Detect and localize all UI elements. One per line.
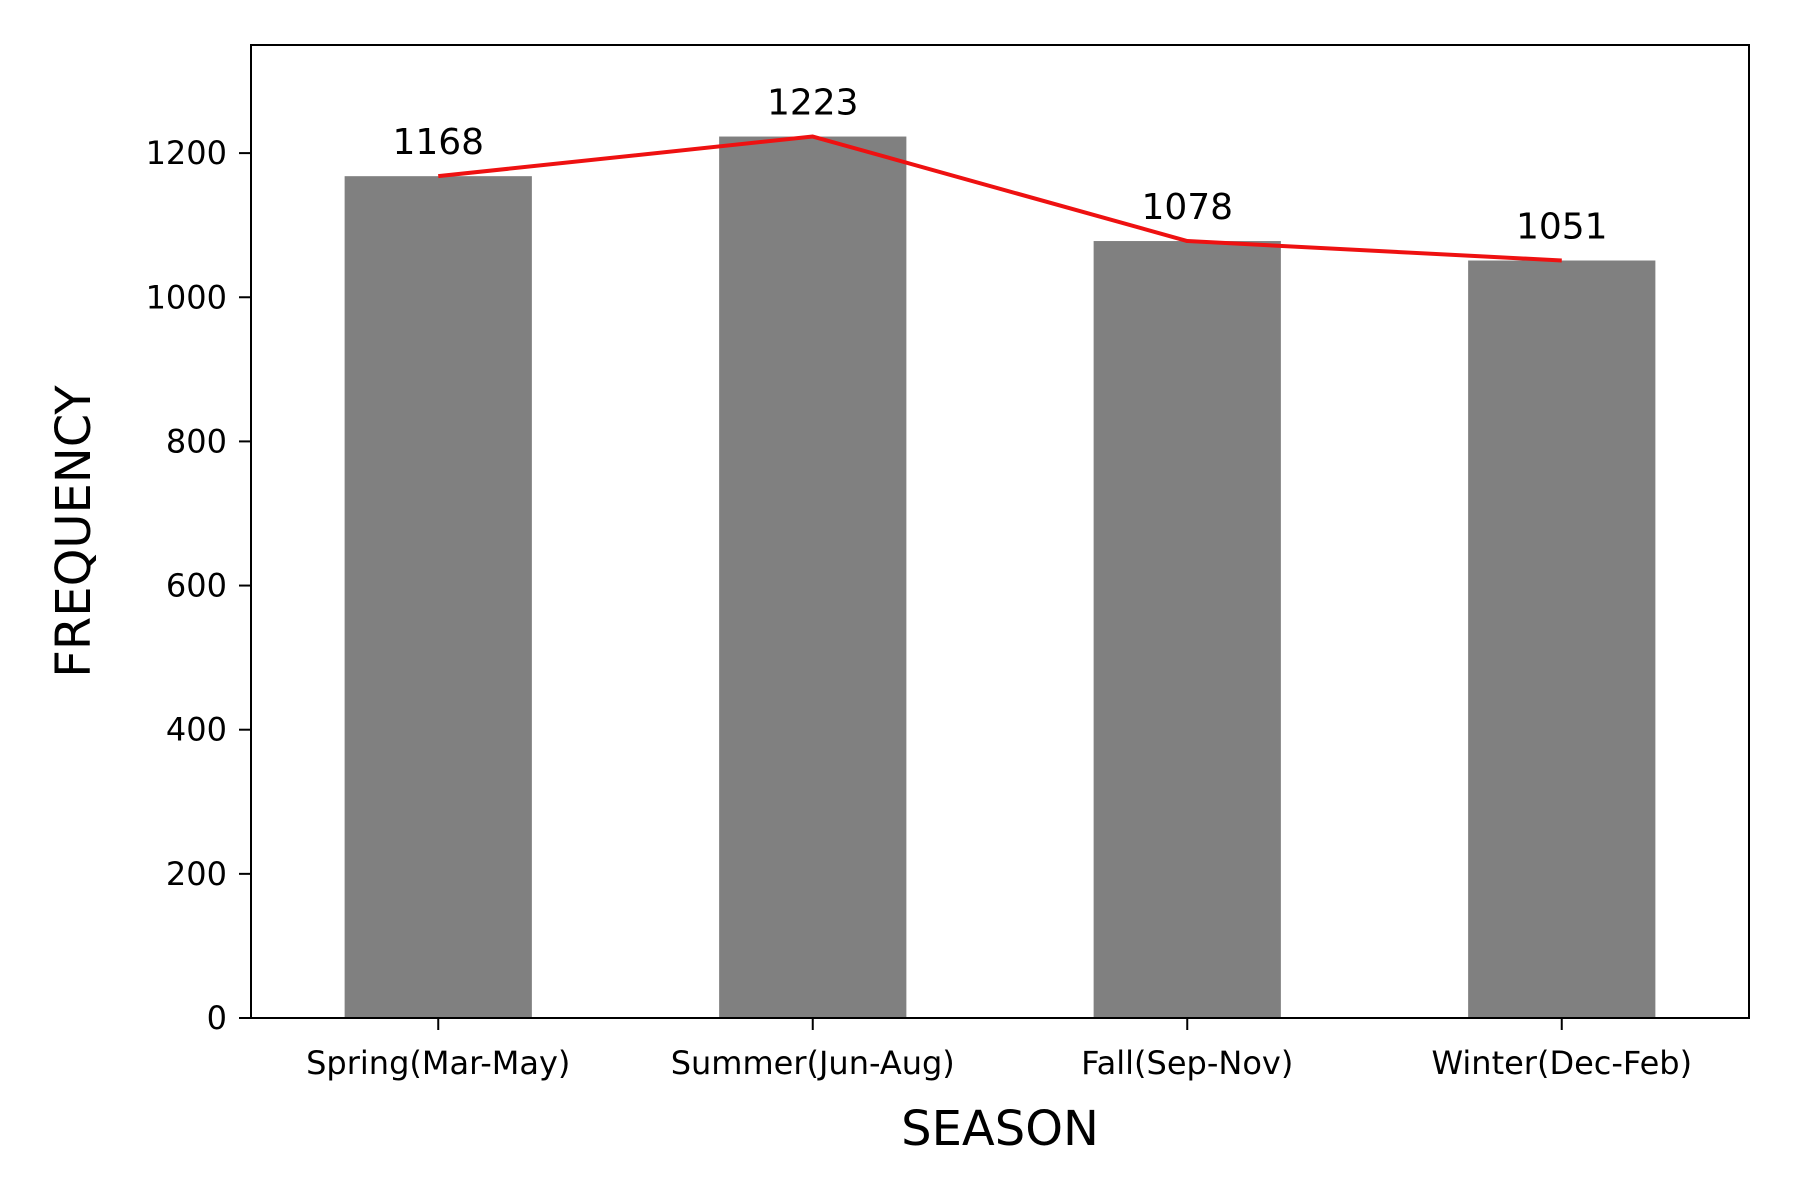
y-tick-label: 1200 <box>146 134 227 172</box>
y-axis-title: FREQUENCY <box>46 385 102 678</box>
plot-frame <box>250 44 1750 1019</box>
data-label-4: 1051 <box>1516 207 1608 248</box>
y-tick-label: 200 <box>166 855 227 893</box>
data-label-2: 1223 <box>767 83 859 124</box>
x-tick-label: Winter(Dec-Feb) <box>1431 1044 1692 1082</box>
x-axis-title: SEASON <box>901 1101 1099 1157</box>
data-label-3: 1078 <box>1141 187 1233 228</box>
y-tick-label: 1000 <box>146 278 227 316</box>
bars-layer <box>344 136 1656 1019</box>
bar-1 <box>344 176 532 1019</box>
y-tick-label: 800 <box>166 422 227 460</box>
y-tick-label: 0 <box>207 999 227 1037</box>
trend-line <box>438 134 1562 263</box>
bar-3 <box>1093 241 1281 1018</box>
bar-4 <box>1468 260 1656 1019</box>
bar-2 <box>719 136 907 1019</box>
y-tick-label: 400 <box>166 711 227 749</box>
y-tick-label: 600 <box>166 567 227 605</box>
x-tick-label: Summer(Jun-Aug) <box>671 1044 955 1082</box>
trend-line-layer <box>438 134 1562 263</box>
ticks-layer: 0 200 400 600 800 1000 1200 Spring(Mar-May) Summ… <box>146 134 1692 1082</box>
x-tick-label: Spring(Mar-May) <box>306 1044 570 1082</box>
data-label-1: 1168 <box>392 122 484 163</box>
x-tick-label: Fall(Sep-Nov) <box>1081 1044 1293 1082</box>
data-labels-layer: 1168 1223 1078 1051 <box>392 83 1607 248</box>
